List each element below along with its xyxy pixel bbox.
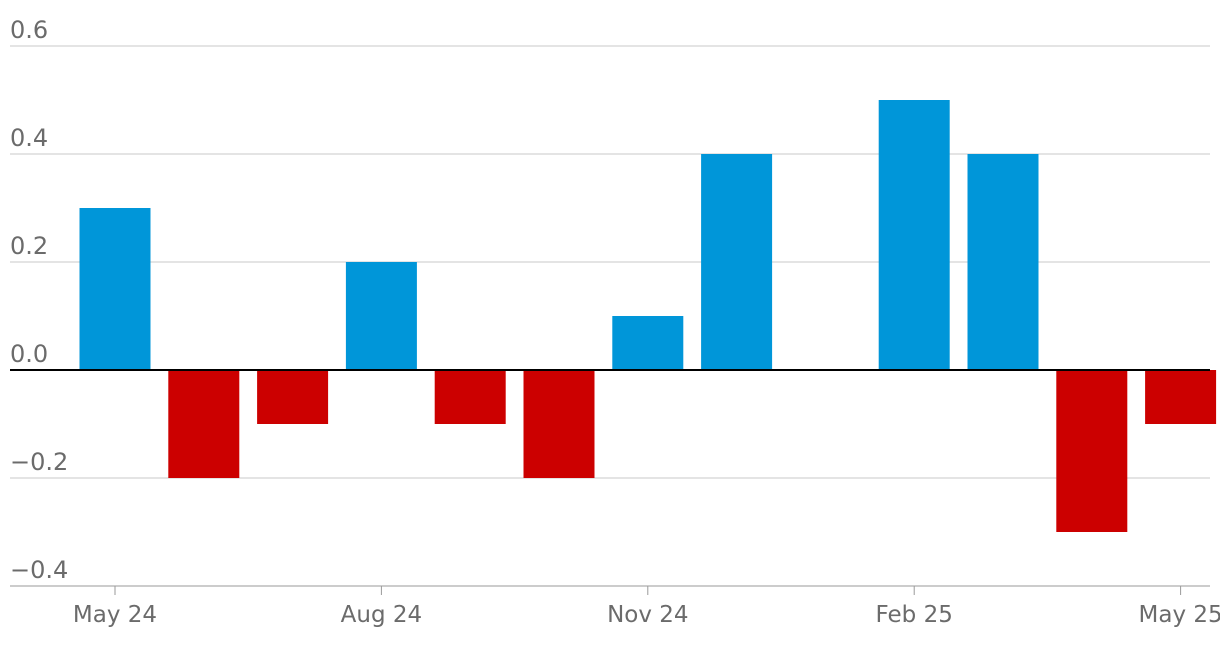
y-tick-label: 0.0 — [10, 340, 48, 368]
y-axis-labels: 0.6 0.4 0.2 0.0 −0.2 −0.4 — [10, 16, 68, 584]
x-axis: May 24 Aug 24 Nov 24 Feb 25 May 25 — [10, 585, 1220, 628]
bar-oct-24 — [523, 370, 595, 478]
y-tick-label: −0.4 — [10, 556, 68, 584]
bar-apr-25 — [1056, 370, 1128, 532]
y-tick-label: −0.2 — [10, 448, 68, 476]
bar-aug-24 — [345, 262, 417, 370]
bar-jul-24 — [257, 370, 329, 424]
x-tick-label: Nov 24 — [607, 602, 688, 628]
x-tick-label: Aug 24 — [341, 602, 423, 628]
bar-may-24 — [79, 208, 151, 370]
y-tick-label: 0.4 — [10, 124, 48, 152]
x-tick-label: May 24 — [73, 602, 157, 628]
y-tick-label: 0.2 — [10, 232, 48, 260]
bars — [79, 100, 1217, 532]
bar-dec-24 — [701, 154, 773, 370]
y-tick-label: 0.6 — [10, 16, 48, 44]
bar-mar-25 — [967, 154, 1039, 370]
bar-jun-24 — [168, 370, 240, 478]
bar-may-25 — [1145, 370, 1217, 424]
bar-feb-25 — [878, 100, 950, 370]
bar-nov-24 — [612, 316, 684, 370]
x-tick-label: Feb 25 — [876, 602, 953, 628]
bar-sep-24 — [434, 370, 506, 424]
x-tick-label: May 25 — [1139, 602, 1220, 628]
